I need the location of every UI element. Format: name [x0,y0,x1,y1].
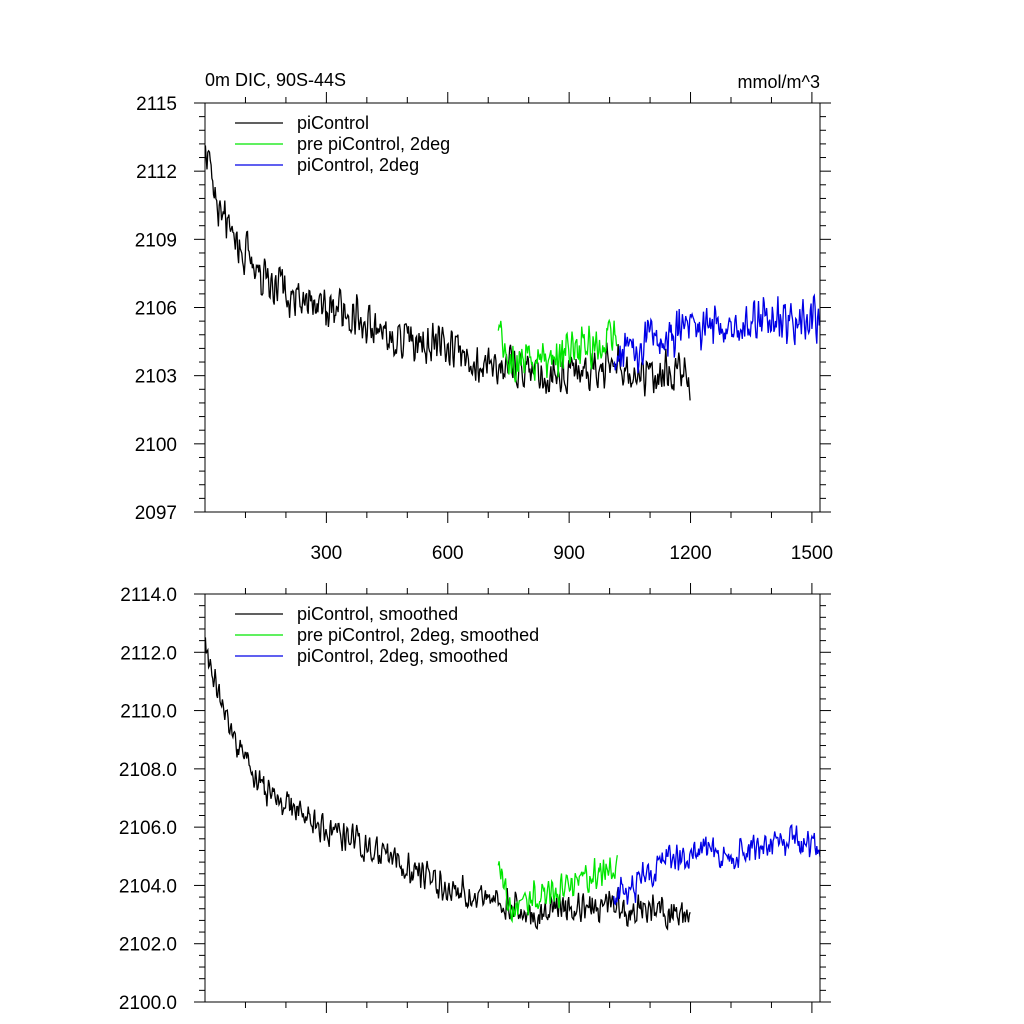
x-tick-label: 1200 [669,543,711,564]
y-tick-label: 2102.0 [119,935,177,956]
y-tick-label: 2109 [135,230,177,251]
y-tick-label: 2106 [135,299,177,320]
x-tick-label: 900 [553,543,585,564]
y-tick-label: 2104.0 [119,876,177,897]
units-label: mmol/m^3 [738,72,820,92]
y-tick-label: 2097 [135,503,177,524]
bottom-panel: 2100.0 2102.0 2104.0 2106.0 2108.0 2110.0 2112… [119,583,831,1014]
legend-label: piControl [297,113,369,133]
y-tick-label: 2100 [135,435,177,456]
series-line-picontrol-2deg-smoothed [613,824,821,906]
legend-label: pre piControl, 2deg [297,134,450,154]
y-tick-label: 2110.0 [120,702,177,723]
legend-label: piControl, 2deg, smoothed [297,646,508,666]
series-line-picontrol-2deg [613,293,821,374]
x-tick-label: 600 [432,543,464,564]
x-tick-label: 1500 [791,543,833,564]
series-line-pre-picontrol-2deg [497,318,618,383]
y-tick-label: 2103 [135,367,177,388]
chart-title: 0m DIC, 90S-44S [205,70,346,90]
x-tick-label: 300 [311,543,343,564]
legend-label: piControl, 2deg [297,155,419,175]
legend-label: piControl, smoothed [297,604,458,624]
legend-label: pre piControl, 2deg, smoothed [297,625,539,645]
plot-frame [204,593,821,1003]
series-line-pre-picontrol-2deg-smoothed [497,855,618,924]
y-tick-label: 2106.0 [119,818,177,839]
y-tick-label: 2112.0 [120,643,177,664]
y-tick-label: 2115 [136,94,177,115]
y-tick-label: 2114.0 [120,585,177,606]
y-tick-label: 2100.0 [119,993,177,1014]
y-tick-label: 2112 [136,162,177,183]
top-panel: 300 600 900 1200 1500 2097 2100 2103 2106 2109 211… [135,92,833,564]
y-tick-label: 2108.0 [119,760,177,781]
series-line-picontrol-smoothed [204,637,691,931]
series-line-picontrol [204,145,691,401]
